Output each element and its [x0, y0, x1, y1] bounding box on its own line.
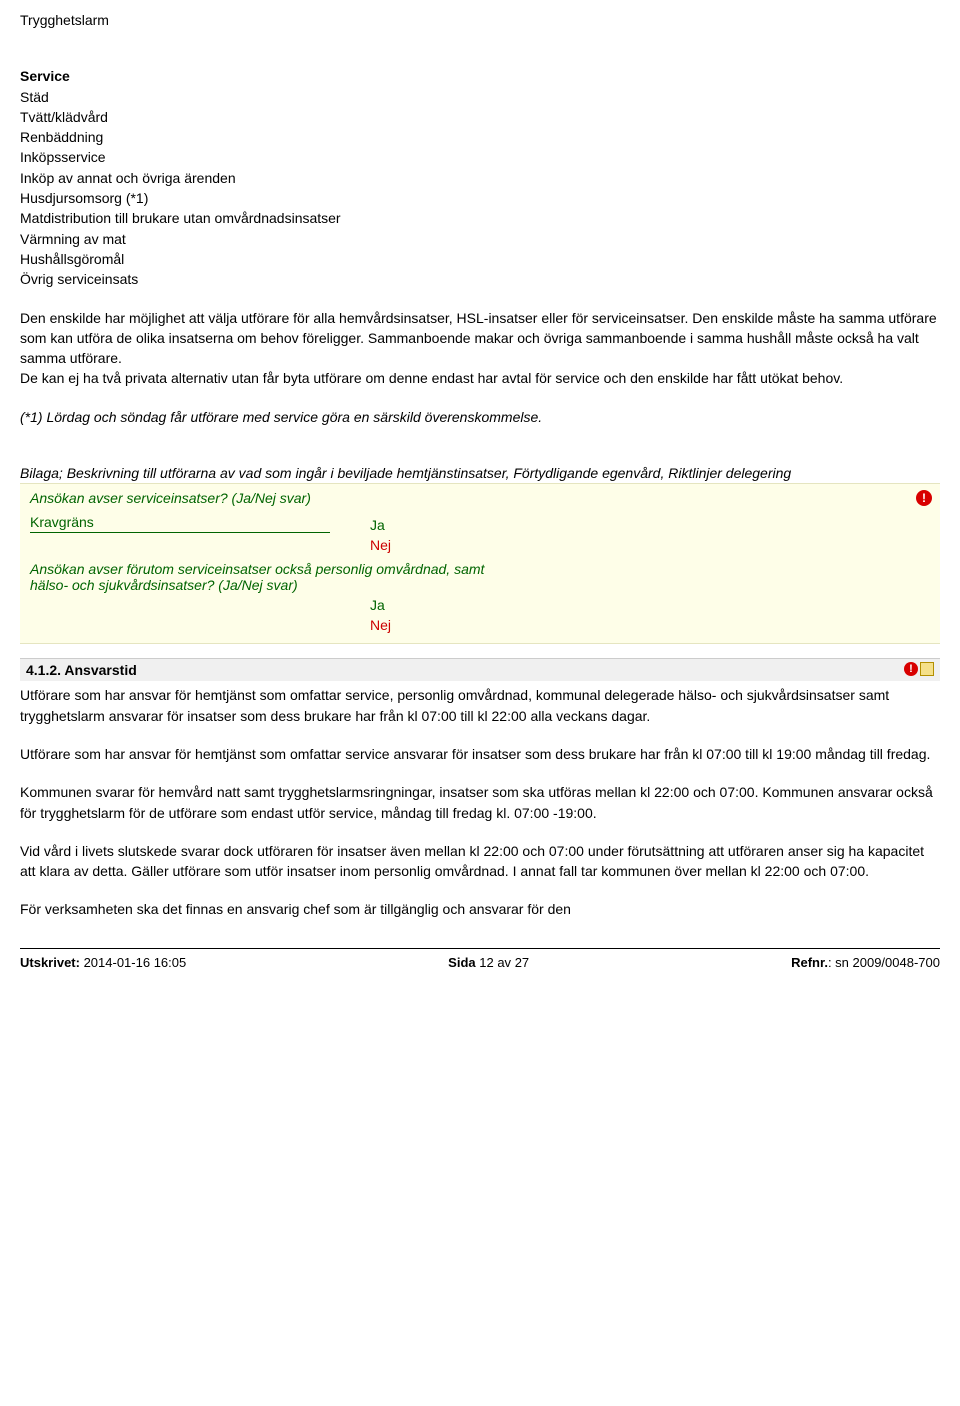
body-paragraph: Den enskilde har möjlighet att välja utf…: [20, 308, 940, 369]
section-title: 4.1.2. Ansvarstid: [26, 662, 137, 678]
answer-nej: Nej: [370, 537, 930, 553]
qa-question-1: Ansökan avser serviceinsatser? (Ja/Nej s…: [30, 490, 930, 506]
kravgrans-label: Kravgräns: [30, 514, 330, 533]
ref-label: Refnr.: [791, 955, 828, 970]
service-block: Service Städ Tvätt/klädvård Renbäddning …: [20, 66, 940, 289]
list-item: Städ: [20, 87, 940, 107]
printed-value: 2014-01-16 16:05: [80, 955, 186, 970]
document-icon: [920, 662, 934, 676]
list-item: Inköp av annat och övriga ärenden: [20, 168, 940, 188]
top-label: Trygghetslarm: [20, 10, 940, 30]
list-item: Tvätt/klädvård: [20, 107, 940, 127]
page-total: 27: [515, 955, 529, 970]
page-label: Sida: [448, 955, 479, 970]
list-item: Övrig serviceinsats: [20, 269, 940, 289]
list-item: Inköpsservice: [20, 147, 940, 167]
answer-ja: Ja: [370, 597, 930, 613]
page-current: 12: [479, 955, 493, 970]
section-paragraph: Vid vård i livets slutskede svarar dock …: [20, 841, 940, 882]
printed-label: Utskrivet:: [20, 955, 80, 970]
answer-nej: Nej: [370, 617, 930, 633]
list-item: Husdjursomsorg (*1): [20, 188, 940, 208]
section-paragraph: Utförare som har ansvar för hemtjänst so…: [20, 685, 940, 726]
list-item: Renbäddning: [20, 127, 940, 147]
section-paragraph: Utförare som har ansvar för hemtjänst so…: [20, 744, 940, 764]
page-sep: av: [494, 955, 515, 970]
body-paragraph: De kan ej ha två privata alternativ utan…: [20, 368, 940, 388]
ref-value: : sn 2009/0048-700: [828, 955, 940, 970]
section-paragraph: För verksamheten ska det finnas en ansva…: [20, 899, 940, 919]
service-heading: Service: [20, 66, 940, 86]
qa-box: ! Ansökan avser serviceinsatser? (Ja/Nej…: [20, 483, 940, 644]
list-item: Matdistribution till brukare utan omvård…: [20, 208, 940, 228]
section-paragraph: Kommunen svarar för hemvård natt samt tr…: [20, 782, 940, 823]
list-item: Värmning av mat: [20, 229, 940, 249]
section-header: 4.1.2. Ansvarstid !: [20, 658, 940, 681]
page-footer: Utskrivet: 2014-01-16 16:05 Sida 12 av 2…: [20, 948, 940, 980]
alert-icon: !: [904, 662, 918, 676]
qa-question-2: Ansökan avser förutom serviceinsatser oc…: [30, 561, 490, 593]
answer-ja: Ja: [370, 517, 385, 533]
list-item: Hushållsgöromål: [20, 249, 940, 269]
body-attachment: Bilaga; Beskrivning till utförarna av va…: [20, 463, 940, 483]
body-note: (*1) Lördag och söndag får utförare med …: [20, 407, 940, 427]
